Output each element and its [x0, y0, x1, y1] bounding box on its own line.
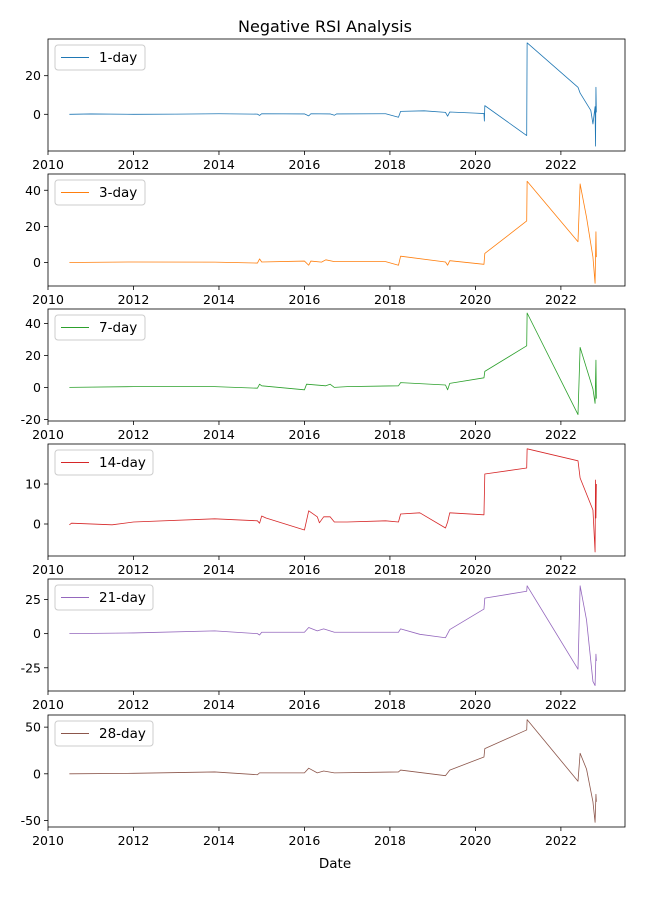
x-tick-label: 2020 — [460, 833, 492, 848]
x-tick-label: 2022 — [545, 157, 577, 172]
x-tick-label: 2014 — [203, 292, 235, 307]
x-tick-label: 2022 — [545, 697, 577, 712]
panel-28-day: -50 0 50 2010 2012 2014 2016 2018 2020 2022 28-day — [21, 714, 626, 848]
y-tick-label: 10 — [25, 477, 41, 492]
plot-frame — [47, 38, 626, 152]
x-tick-label: 2020 — [460, 427, 492, 442]
series-line-28-day — [69, 719, 597, 823]
y-tick-label: 0 — [33, 255, 41, 270]
x-tick-label: 2020 — [460, 697, 492, 712]
x-tick-label: 2018 — [374, 833, 406, 848]
legend-label: 28-day — [99, 726, 146, 742]
y-tick-label: 40 — [25, 183, 41, 198]
legend-box — [54, 720, 154, 747]
y-tick-label: -25 — [21, 660, 41, 675]
y-tick-label: -20 — [21, 412, 41, 427]
chart-title: Negative RSI Analysis — [238, 17, 412, 36]
legend-box — [54, 449, 154, 476]
y-tick-label: -50 — [21, 813, 41, 828]
x-tick-label: 2016 — [289, 157, 321, 172]
legend: 1-day — [54, 44, 146, 71]
y-tick-label: 0 — [33, 517, 41, 532]
x-tick-label: 2020 — [460, 562, 492, 577]
x-tick-label: 2016 — [289, 427, 321, 442]
x-tick-label: 2016 — [289, 292, 321, 307]
legend: 3-day — [54, 179, 146, 206]
x-tick-label: 2010 — [32, 833, 64, 848]
x-tick-label: 2022 — [545, 292, 577, 307]
x-tick-label: 2014 — [203, 833, 235, 848]
x-tick-label: 2018 — [374, 157, 406, 172]
x-tick-label: 2012 — [118, 833, 150, 848]
plot-frame — [47, 578, 626, 692]
x-tick-label: 2010 — [32, 697, 64, 712]
x-tick-label: 2022 — [545, 833, 577, 848]
x-tick-label: 2014 — [203, 427, 235, 442]
legend-box — [54, 179, 146, 206]
x-tick-label: 2012 — [118, 292, 150, 307]
x-tick-label: 2020 — [460, 157, 492, 172]
x-tick-label: 2012 — [118, 562, 150, 577]
plot-frame — [47, 714, 626, 828]
x-tick-label: 2022 — [545, 427, 577, 442]
x-axis-label: Date — [319, 856, 351, 872]
panel-7-day: -20 0 20 40 2010 2012 2014 2016 2018 2020 2022 7-da… — [21, 308, 626, 442]
x-tick-label: 2016 — [289, 697, 321, 712]
y-tick-label: 20 — [25, 68, 41, 83]
x-tick-label: 2014 — [203, 562, 235, 577]
y-tick-label: 0 — [33, 626, 41, 641]
plot-frame — [47, 173, 626, 287]
x-tick-label: 2014 — [203, 157, 235, 172]
plot-frame — [47, 308, 626, 422]
series-line-1-day — [69, 42, 597, 147]
legend-label: 14-day — [99, 455, 146, 471]
panel-1-day: 0 20 2010 2012 2014 2016 2018 2020 2022 1-day — [25, 38, 626, 172]
x-tick-label: 2016 — [289, 562, 321, 577]
series-line-21-day — [69, 585, 597, 686]
y-tick-label: 20 — [25, 348, 41, 363]
legend-label: 1-day — [99, 50, 137, 66]
y-tick-label: 20 — [25, 219, 41, 234]
x-tick-label: 2012 — [118, 427, 150, 442]
legend-box — [54, 44, 146, 71]
legend: 21-day — [54, 584, 154, 611]
plot-frame — [47, 443, 626, 557]
y-tick-label: 40 — [25, 316, 41, 331]
legend: 14-day — [54, 449, 154, 476]
x-tick-label: 2010 — [32, 292, 64, 307]
legend-label: 3-day — [99, 185, 137, 201]
series-line-14-day — [69, 448, 597, 553]
legend: 7-day — [54, 314, 146, 341]
x-tick-label: 2018 — [374, 562, 406, 577]
legend: 28-day — [54, 720, 154, 747]
x-tick-label: 2010 — [32, 157, 64, 172]
y-tick-label: 50 — [25, 720, 41, 735]
panel-14-day: 0 10 2010 2012 2014 2016 2018 2020 2022 14-day — [25, 443, 626, 577]
x-tick-label: 2020 — [460, 292, 492, 307]
x-tick-label: 2010 — [32, 562, 64, 577]
series-line-3-day — [69, 180, 597, 284]
y-tick-label: 25 — [25, 592, 41, 607]
x-tick-label: 2012 — [118, 697, 150, 712]
legend-label: 21-day — [99, 590, 146, 606]
x-tick-label: 2014 — [203, 697, 235, 712]
x-tick-label: 2018 — [374, 292, 406, 307]
y-tick-label: 0 — [33, 380, 41, 395]
y-tick-label: 0 — [33, 107, 41, 122]
x-tick-label: 2010 — [32, 427, 64, 442]
panel-21-day: -25 0 25 2010 2012 2014 2016 2018 2020 2022 21-day — [21, 578, 626, 712]
x-tick-label: 2022 — [545, 562, 577, 577]
x-tick-label: 2012 — [118, 157, 150, 172]
y-tick-label: 0 — [33, 766, 41, 781]
x-tick-label: 2016 — [289, 833, 321, 848]
legend-box — [54, 314, 146, 341]
legend-label: 7-day — [99, 320, 137, 336]
legend-box — [54, 584, 154, 611]
x-tick-label: 2018 — [374, 697, 406, 712]
series-line-7-day — [69, 312, 597, 415]
panel-3-day: 0 20 40 2010 2012 2014 2016 2018 2020 2022 3-day — [25, 173, 626, 307]
x-tick-label: 2018 — [374, 427, 406, 442]
